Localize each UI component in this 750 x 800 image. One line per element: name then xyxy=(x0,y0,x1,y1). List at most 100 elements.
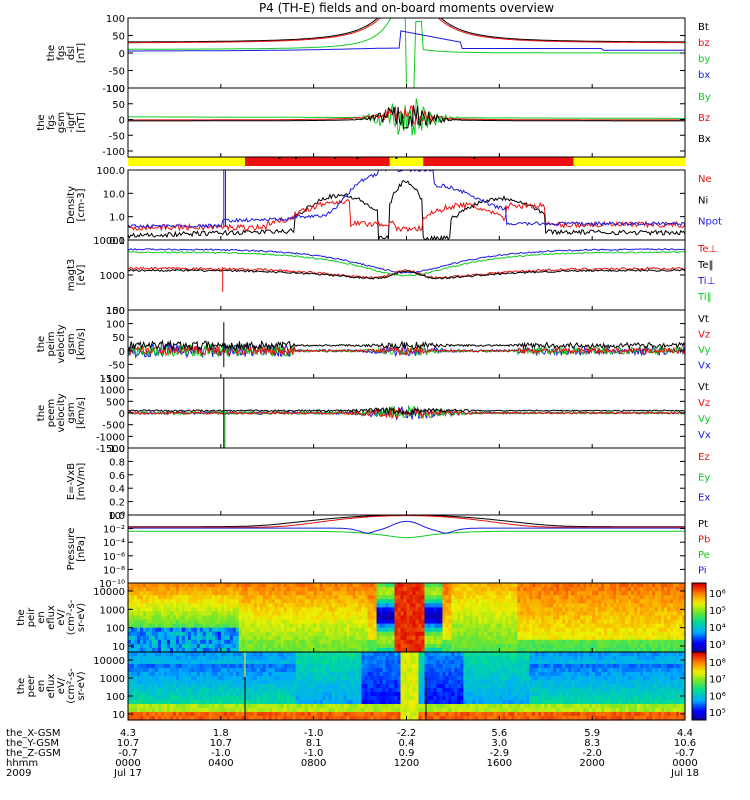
heat-cell xyxy=(433,688,438,693)
heat-cell xyxy=(223,696,228,701)
heat-cell xyxy=(412,656,417,661)
heat-cell xyxy=(502,583,506,588)
heat-cell xyxy=(526,603,530,608)
heat-cell xyxy=(595,635,599,641)
heat-cell xyxy=(598,591,602,596)
heat-cell xyxy=(367,599,372,604)
heat-cell xyxy=(190,704,195,709)
heat-cell xyxy=(301,647,306,653)
heat-cell xyxy=(406,611,411,617)
heat-cell xyxy=(550,599,554,604)
heat-cell xyxy=(388,603,393,608)
heat-cell xyxy=(559,607,563,613)
heat-cell xyxy=(394,660,399,665)
heat-cell xyxy=(616,631,620,637)
heat-cell xyxy=(274,607,279,613)
heat-cell xyxy=(457,583,461,588)
heat-cell xyxy=(313,700,318,705)
heat-cell xyxy=(313,688,318,693)
heat-cell xyxy=(454,599,458,604)
heat-cell xyxy=(196,587,201,592)
heat-cell xyxy=(331,599,336,604)
heat-cell xyxy=(664,639,668,645)
heat-cell xyxy=(259,615,264,621)
heat-cell xyxy=(310,627,315,633)
heat-cell xyxy=(271,635,276,641)
heat-cell xyxy=(211,696,216,701)
heat-cell xyxy=(226,587,231,592)
heat-cell xyxy=(391,692,396,697)
heat-cell xyxy=(337,603,342,608)
heat-cell xyxy=(658,607,662,613)
heat-cell xyxy=(367,692,372,697)
heat-cell xyxy=(442,708,447,713)
heat-cell xyxy=(439,708,444,713)
heat-cell xyxy=(184,700,189,705)
heat-cell xyxy=(388,664,393,669)
heat-cell xyxy=(166,652,171,657)
heat-cell xyxy=(214,643,219,649)
heat-cell xyxy=(517,623,521,629)
heat-cell xyxy=(607,647,611,653)
heat-cell xyxy=(232,623,237,629)
heat-cell xyxy=(178,652,183,657)
heat-cell xyxy=(277,696,282,701)
heat-cell xyxy=(214,660,219,665)
heat-cell xyxy=(148,660,153,665)
heat-cell xyxy=(166,668,171,673)
heat-cell xyxy=(286,603,291,608)
heat-cell xyxy=(388,619,393,625)
heat-cell xyxy=(574,639,578,645)
heat-cell xyxy=(322,643,327,649)
heat-cell xyxy=(421,700,426,705)
heat-cell xyxy=(142,660,147,665)
heat-cell xyxy=(514,591,518,596)
heat-cell xyxy=(136,696,141,701)
heat-cell xyxy=(406,672,411,677)
heat-cell xyxy=(514,615,518,621)
heat-cell xyxy=(607,631,611,637)
heat-cell xyxy=(421,708,426,713)
heat-cell xyxy=(562,595,566,600)
heat-cell xyxy=(286,676,291,681)
heat-cell xyxy=(373,643,378,649)
heat-cell xyxy=(128,652,132,657)
heat-cell xyxy=(292,656,297,661)
heat-cell xyxy=(148,627,153,633)
heat-cell xyxy=(241,660,246,665)
heat-cell xyxy=(160,615,165,621)
heat-cell xyxy=(499,647,503,653)
heat-cell xyxy=(433,631,438,637)
heat-cell xyxy=(559,591,563,596)
heat-cell xyxy=(421,599,426,604)
heat-cell xyxy=(133,619,138,625)
heat-cell xyxy=(646,631,650,637)
heat-cell xyxy=(364,631,369,637)
heat-cell xyxy=(211,716,216,721)
heat-cell xyxy=(232,700,237,705)
heat-cell xyxy=(205,619,210,625)
heat-cell xyxy=(460,587,464,592)
heat-cell xyxy=(631,611,635,617)
heat-cell xyxy=(418,688,423,693)
heat-cell xyxy=(331,623,336,629)
heat-cell xyxy=(235,664,240,669)
heat-cell xyxy=(481,631,485,637)
heat-cell xyxy=(610,619,614,625)
heat-cell xyxy=(388,627,393,633)
heat-cell xyxy=(331,660,336,665)
heat-cell xyxy=(145,583,150,588)
heat-cell xyxy=(352,595,357,600)
heat-cell xyxy=(382,656,387,661)
heat-cell xyxy=(358,664,363,669)
heat-cell xyxy=(247,603,252,608)
heat-cell xyxy=(313,639,318,645)
heat-cell xyxy=(322,652,327,657)
heat-cell xyxy=(388,712,393,717)
heat-cell xyxy=(628,627,632,633)
heat-cell xyxy=(187,696,192,701)
heat-cell xyxy=(343,619,348,625)
heat-cell xyxy=(409,700,414,705)
heat-cell xyxy=(154,712,159,717)
heat-cell xyxy=(673,631,677,637)
